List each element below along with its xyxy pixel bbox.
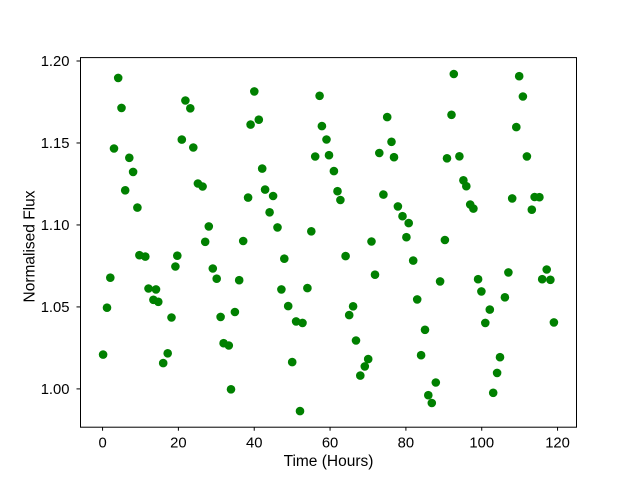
svg-text:20: 20	[170, 436, 186, 452]
svg-text:Time (Hours): Time (Hours)	[284, 453, 374, 470]
svg-text:1.00: 1.00	[41, 382, 70, 398]
svg-text:100: 100	[469, 436, 494, 452]
svg-text:40: 40	[246, 436, 262, 452]
svg-text:1.15: 1.15	[41, 136, 70, 152]
svg-text:1.10: 1.10	[41, 218, 70, 234]
svg-text:120: 120	[545, 436, 570, 452]
svg-text:1.05: 1.05	[41, 300, 70, 316]
svg-text:1.20: 1.20	[41, 54, 70, 70]
svg-text:80: 80	[398, 436, 414, 452]
svg-text:0: 0	[98, 436, 106, 452]
svg-text:60: 60	[322, 436, 338, 452]
svg-text:Normalised Flux: Normalised Flux	[21, 190, 38, 302]
